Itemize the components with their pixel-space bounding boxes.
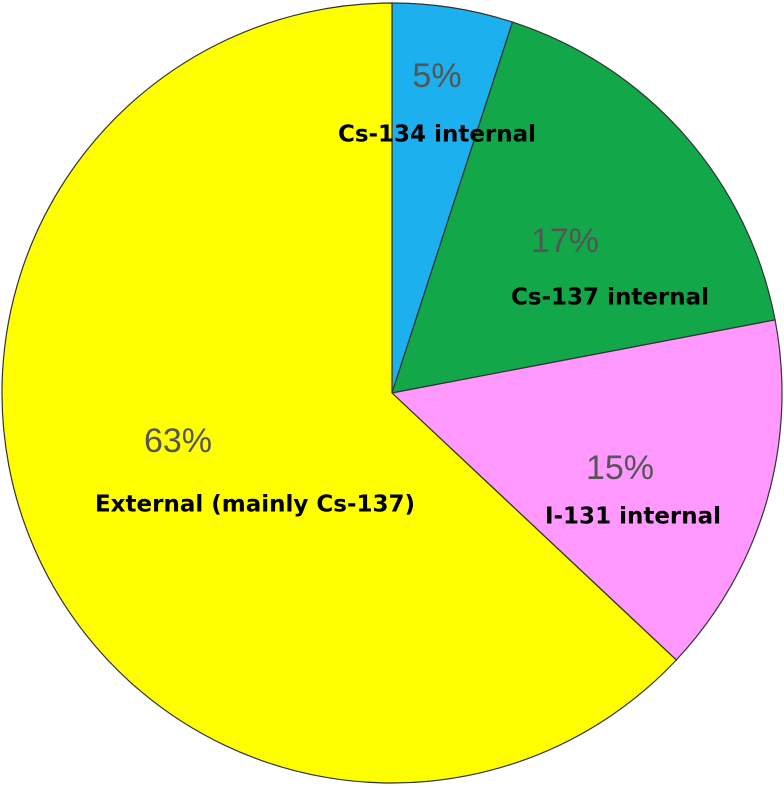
slice-label: Cs-137 internal — [511, 285, 709, 311]
slice-label: Cs-134 internal — [338, 122, 536, 148]
slice-label: I-131 internal — [545, 504, 721, 530]
value-label: 17% — [531, 222, 599, 260]
pie-slice — [391, 21, 776, 394]
slice-label: External (mainly Cs-137) — [95, 492, 415, 518]
value-label: 5% — [412, 57, 461, 95]
pie-slice — [390, 319, 783, 661]
value-label: 15% — [586, 449, 654, 487]
value-label: 63% — [144, 422, 212, 460]
pie-slice — [1, 2, 678, 784]
